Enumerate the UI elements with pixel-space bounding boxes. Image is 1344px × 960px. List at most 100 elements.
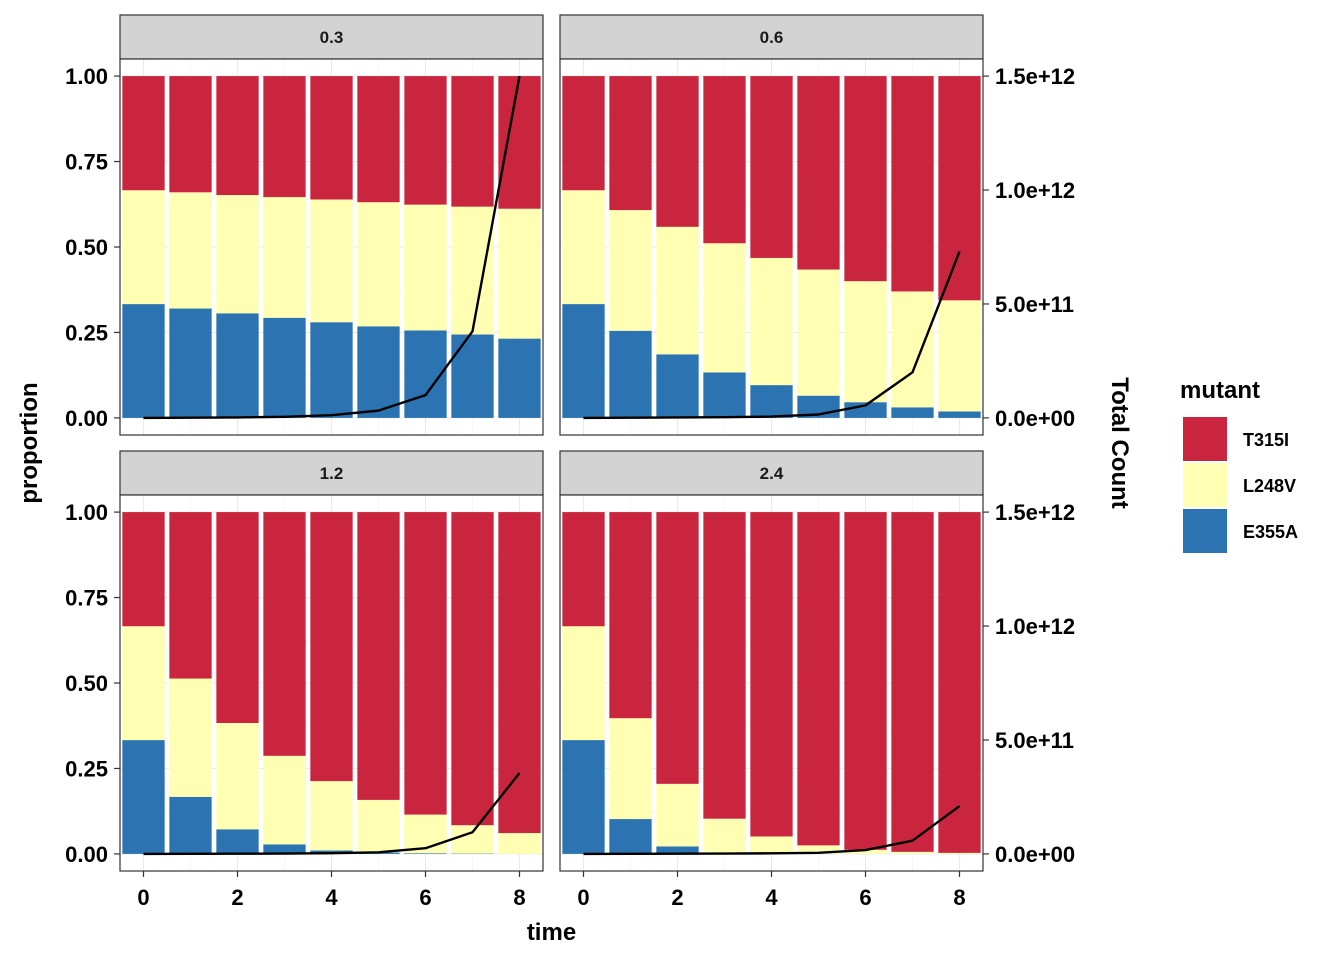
total-count-line <box>143 75 521 420</box>
facet-panel-0.3: 0.3 0.00 0.25 0.50 0.75 1.00 <box>65 14 544 436</box>
bar-segment-T315I-t3 <box>263 76 306 198</box>
bar-segment-L248V-t4 <box>310 199 353 323</box>
bar-segment-T315I-t4 <box>750 512 793 837</box>
bar-segment-L248V-t7 <box>451 206 494 335</box>
x-tick-label: 4 <box>325 885 338 910</box>
y-tick-label: 1.00 <box>65 64 108 89</box>
bars <box>122 76 541 418</box>
bar-segment-T315I-t5 <box>797 512 840 846</box>
x-axis-title: time <box>527 919 576 946</box>
y-axis-right: 0.0e+00 5.0e+11 1.0e+12 1.5e+12 <box>983 500 1075 867</box>
bar-segment-E355A-t5 <box>357 326 400 418</box>
total-count-line <box>583 251 961 420</box>
y2-tick-label: 1.0e+12 <box>995 178 1075 203</box>
bar-segment-E355A-t3 <box>263 844 306 854</box>
bar-segment-L248V-t5 <box>797 845 840 854</box>
legend-swatch-L248V <box>1183 463 1227 507</box>
bar-segment-T315I-t5 <box>357 512 400 800</box>
bar-segment-L248V-t8 <box>938 852 981 854</box>
bar-segment-L248V-t6 <box>404 814 447 854</box>
bar-segment-L248V-t4 <box>750 836 793 854</box>
x-tick-label: 6 <box>419 885 431 910</box>
bar-segment-T315I-t3 <box>703 76 746 244</box>
bar-segment-E355A-t1 <box>609 330 652 418</box>
bar-segment-T315I-t6 <box>404 512 447 815</box>
facet-panel-1.2: 1.2 0.00 0.25 0.50 0.75 1.00 0 2 4 6 8 <box>65 450 544 910</box>
bar-segment-T315I-t2 <box>656 512 699 784</box>
bar-segment-T315I-t4 <box>310 76 353 200</box>
bar-segment-L248V-t7 <box>891 291 934 408</box>
bar-segment-L248V-t8 <box>498 208 541 339</box>
bar-segment-L248V-t5 <box>797 269 840 396</box>
panel-border <box>559 58 984 436</box>
x-tick-label: 0 <box>577 885 589 910</box>
bar-segment-E355A-t4 <box>310 322 353 418</box>
y2-tick-label: 1.0e+12 <box>995 614 1075 639</box>
bar-segment-T315I-t0 <box>562 512 605 627</box>
bar-segment-T315I-t6 <box>404 76 447 205</box>
bar-segment-T315I-t2 <box>216 512 259 723</box>
bar-segment-T315I-t1 <box>609 512 652 719</box>
bar-segment-L248V-t2 <box>216 195 259 314</box>
bar-segment-L248V-t3 <box>263 197 306 318</box>
bar-segment-L248V-t4 <box>750 257 793 386</box>
bar-segment-T315I-t6 <box>844 512 887 850</box>
bar-segment-T315I-t1 <box>169 76 212 193</box>
bar-segment-T315I-t0 <box>122 76 165 191</box>
bar-segment-E355A-t0 <box>562 740 605 854</box>
bar-segment-T315I-t5 <box>797 76 840 270</box>
y-tick-label: 1.00 <box>65 500 108 525</box>
y2-tick-label: 1.5e+12 <box>995 64 1075 89</box>
facet-strip <box>559 14 984 60</box>
bar-segment-E355A-t4 <box>750 385 793 418</box>
bar-segment-E355A-t0 <box>122 304 165 418</box>
x-tick-label: 4 <box>765 885 778 910</box>
bar-segment-T315I-t0 <box>122 512 165 627</box>
bar-segment-L248V-t7 <box>891 851 934 854</box>
bar-segment-L248V-t2 <box>216 722 259 830</box>
facet-strip-label: 0.6 <box>760 28 784 47</box>
facet-panel-0.6: 0.6 0.0e+00 5.0e+11 1.0e+12 1.5e+12 <box>559 14 1075 436</box>
bars <box>562 76 981 418</box>
bar-segment-T315I-t7 <box>891 512 934 852</box>
total-count-line <box>143 772 521 856</box>
bar-segment-L248V-t1 <box>609 718 652 820</box>
legend: mutant T315I L248V E355A <box>1180 377 1298 553</box>
bar-segment-L248V-t8 <box>938 300 981 412</box>
y-axis-right: 0.0e+00 5.0e+11 1.0e+12 1.5e+12 <box>983 64 1075 431</box>
bar-segment-E355A-t8 <box>498 338 541 418</box>
facet-strip-label: 1.2 <box>320 464 344 483</box>
x-tick-label: 2 <box>231 885 243 910</box>
bar-segment-L248V-t5 <box>357 799 400 853</box>
bar-segment-L248V-t1 <box>169 678 212 797</box>
bar-segment-L248V-t1 <box>169 192 212 309</box>
y2-tick-label: 0.0e+00 <box>995 406 1075 431</box>
bar-segment-L248V-t1 <box>609 210 652 331</box>
bar-segment-T315I-t4 <box>750 76 793 258</box>
y-tick-label: 0.50 <box>65 671 108 696</box>
bar-segment-E355A-t6 <box>404 853 447 854</box>
bar-segment-L248V-t6 <box>404 204 447 331</box>
x-axis: 0 2 4 6 8 <box>137 871 526 910</box>
x-axis: 0 2 4 6 8 <box>577 871 966 910</box>
y-axis-title: proportion <box>16 382 43 503</box>
bars <box>122 512 541 854</box>
bar-segment-L248V-t5 <box>357 202 400 327</box>
facet-panel-2.4: 2.4 0.0e+00 5.0e+11 1.0e+12 1.5e+12 0 2 4 6 8 <box>559 450 1075 910</box>
bar-segment-T315I-t3 <box>703 512 746 819</box>
x-tick-label: 8 <box>513 885 525 910</box>
y-tick-label: 0.50 <box>65 235 108 260</box>
facet-strip-label: 2.4 <box>760 464 784 483</box>
bar-segment-L248V-t8 <box>498 833 541 854</box>
bar-segment-T315I-t8 <box>498 76 541 209</box>
bar-segment-L248V-t6 <box>844 849 887 854</box>
bar-segment-T315I-t8 <box>938 76 981 301</box>
y-axis-left: 0.00 0.25 0.50 0.75 1.00 <box>65 64 120 431</box>
bar-segment-E355A-t7 <box>891 407 934 418</box>
bar-segment-T315I-t4 <box>310 512 353 782</box>
bar-segment-T315I-t7 <box>891 76 934 292</box>
bar-segment-T315I-t1 <box>169 512 212 679</box>
bar-segment-T315I-t2 <box>216 76 259 196</box>
y2-axis-title: Total Count <box>1106 377 1133 509</box>
